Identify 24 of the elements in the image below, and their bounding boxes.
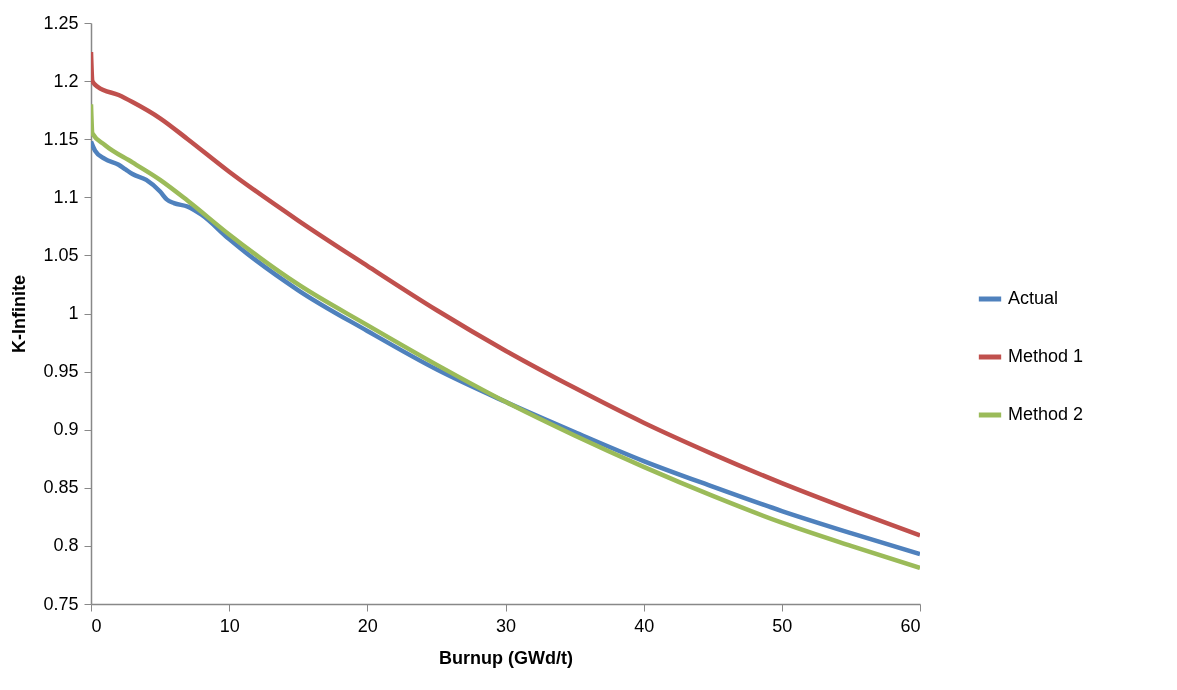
legend-label: Method 1 (1008, 346, 1084, 366)
y-tick-label: 1.15 (43, 128, 79, 149)
legend-label: Actual (1008, 288, 1059, 308)
y-tick-label: 0.85 (43, 477, 79, 498)
y-tick-label: 1.2 (53, 70, 79, 91)
y-tick-label: 0.8 (53, 535, 79, 556)
x-tick-label: 10 (219, 615, 240, 636)
y-tick-label: 1.05 (43, 244, 79, 265)
x-tick-label: 60 (900, 615, 921, 636)
y-tick-label: 0.75 (43, 593, 79, 614)
y-tick-label: 1.25 (43, 12, 79, 33)
y-tick-label: 0.95 (43, 361, 79, 382)
x-tick-label: 0 (91, 615, 102, 636)
x-tick-label: 40 (634, 615, 655, 636)
x-axis-title: Burnup (GWd/t) (439, 647, 573, 668)
legend-label: Method 2 (1008, 404, 1084, 424)
x-tick-label: 50 (772, 615, 793, 636)
x-tick-label: 20 (357, 615, 378, 636)
line-series (91, 49, 920, 538)
x-tick-label: 30 (495, 615, 517, 636)
y-tick-label: 1.1 (53, 186, 79, 207)
y-axis-title: K-Infinite (9, 275, 30, 353)
y-tick-label: 1 (68, 303, 79, 323)
y-tick-label: 0.9 (53, 419, 79, 440)
